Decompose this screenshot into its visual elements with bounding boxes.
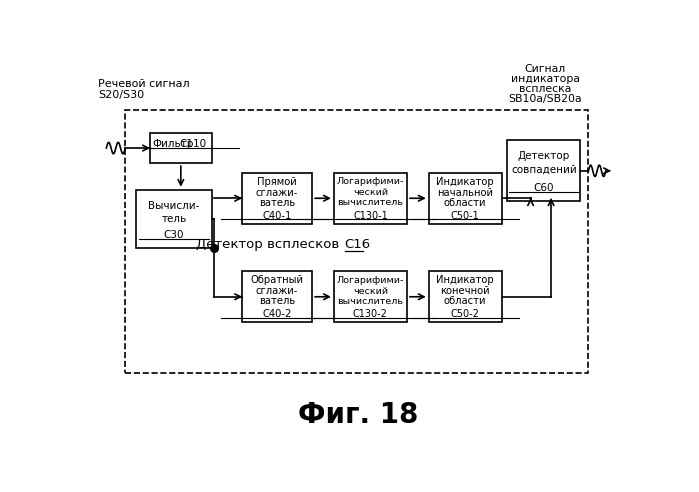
Text: С50-1: С50-1 xyxy=(451,211,480,220)
Bar xyxy=(334,173,407,224)
Text: С130-2: С130-2 xyxy=(353,309,388,319)
Bar xyxy=(125,110,589,373)
Text: Обратный: Обратный xyxy=(250,276,303,285)
Text: С50-2: С50-2 xyxy=(451,309,480,319)
Text: ватель: ватель xyxy=(259,296,295,307)
Text: Индикатор: Индикатор xyxy=(436,177,494,187)
Text: конечной: конечной xyxy=(440,286,490,296)
Text: Прямой: Прямой xyxy=(257,177,297,187)
Bar xyxy=(428,271,502,322)
Text: Индикатор: Индикатор xyxy=(436,276,494,285)
Text: области: области xyxy=(444,296,487,307)
Text: С16: С16 xyxy=(345,238,370,251)
Text: сглажи-: сглажи- xyxy=(256,286,298,296)
Text: сглажи-: сглажи- xyxy=(256,187,298,198)
Text: Детектор: Детектор xyxy=(518,151,570,161)
Text: начальной: начальной xyxy=(438,187,493,198)
Text: S20/S30: S20/S30 xyxy=(98,90,144,100)
Text: Фиг. 18: Фиг. 18 xyxy=(298,401,419,429)
Text: Фильтр: Фильтр xyxy=(152,139,194,150)
Text: Логарифими-: Логарифими- xyxy=(337,276,404,285)
Text: ватель: ватель xyxy=(259,198,295,208)
Text: SB10a/SB20a: SB10a/SB20a xyxy=(508,94,582,104)
Text: С130-1: С130-1 xyxy=(353,211,388,220)
Text: вычислитель: вычислитель xyxy=(338,297,403,306)
Text: Детектор всплесков: Детектор всплесков xyxy=(196,238,347,251)
Text: Логарифими-: Логарифими- xyxy=(337,178,404,186)
Bar xyxy=(242,173,312,224)
Bar xyxy=(428,173,502,224)
Bar xyxy=(150,133,212,163)
Bar xyxy=(334,271,407,322)
Bar xyxy=(136,190,212,248)
Bar xyxy=(507,141,580,201)
Text: С60: С60 xyxy=(533,183,554,193)
Text: Сигнал: Сигнал xyxy=(524,63,565,73)
Text: ческий: ческий xyxy=(353,188,388,197)
Text: Вычисли-: Вычисли- xyxy=(148,201,200,211)
Text: тель: тель xyxy=(161,214,187,224)
Text: С40-1: С40-1 xyxy=(262,211,291,220)
Text: Речевой сигнал: Речевой сигнал xyxy=(98,79,190,89)
Text: всплеска: всплеска xyxy=(519,84,571,94)
Bar xyxy=(242,271,312,322)
Text: С110: С110 xyxy=(179,139,206,150)
Text: вычислитель: вычислитель xyxy=(338,198,403,207)
Text: С40-2: С40-2 xyxy=(262,309,291,319)
Text: ческий: ческий xyxy=(353,287,388,296)
Text: совпадений: совпадений xyxy=(511,165,577,175)
Text: области: области xyxy=(444,198,487,208)
Text: С30: С30 xyxy=(164,230,185,240)
Text: индикатора: индикатора xyxy=(511,74,579,84)
